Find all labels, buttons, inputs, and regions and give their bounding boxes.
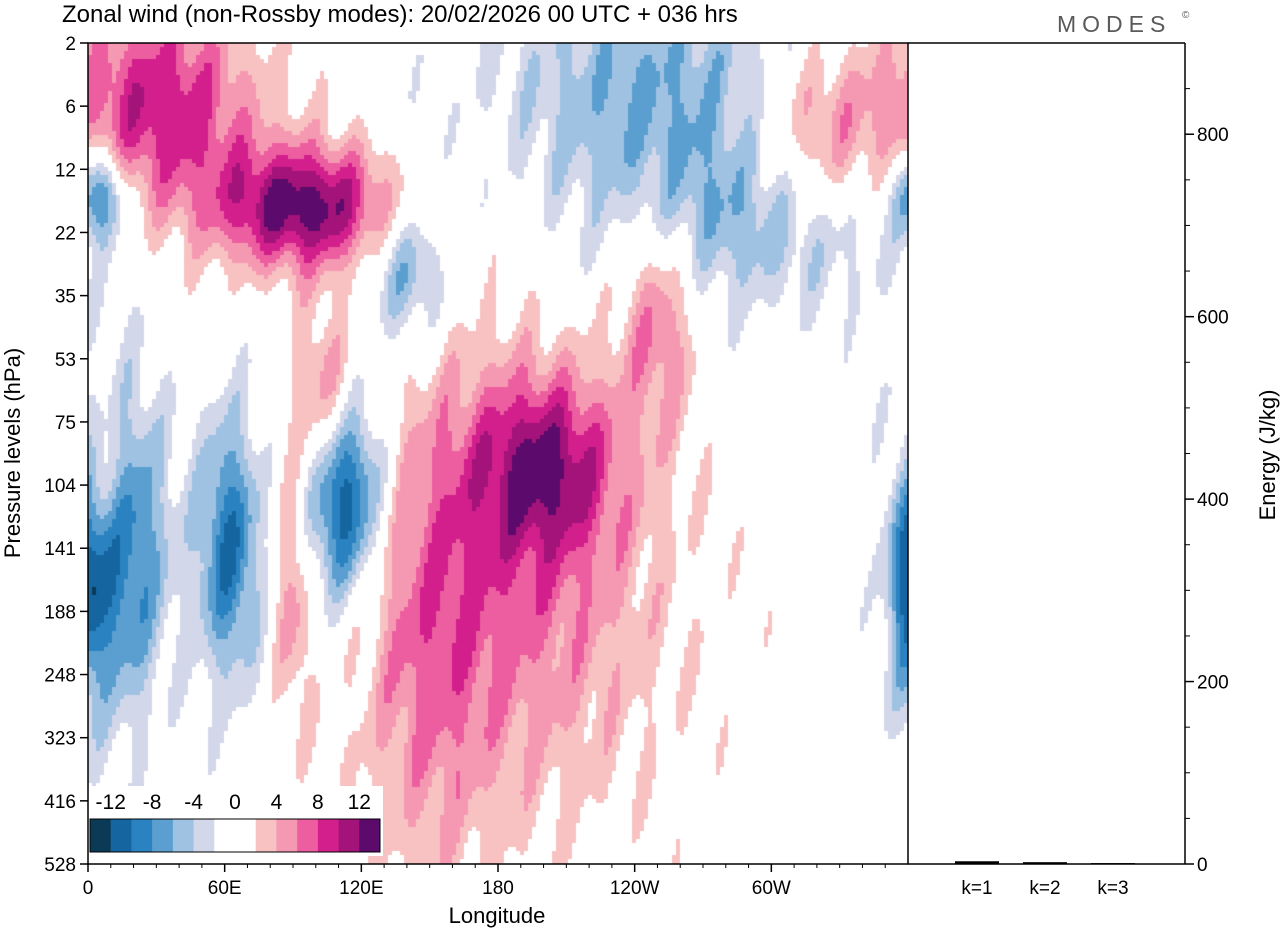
energy-bar [1091, 863, 1135, 865]
colorbar-swatch [131, 819, 153, 852]
energy-category-label: k=3 [1097, 878, 1128, 899]
energy-panel-frame [908, 42, 1186, 865]
y-tick-label: 2 [65, 34, 76, 55]
y-tick-label: 104 [44, 476, 76, 497]
y-tick-label: 75 [55, 413, 76, 434]
colorbar-swatch [214, 819, 236, 852]
energy-tick-label: 600 [1197, 308, 1229, 329]
colorbar-swatch [110, 819, 132, 852]
heatmap-canvas [88, 43, 908, 864]
y-tick-label: 22 [55, 223, 76, 244]
energy-category-label: k=2 [1029, 878, 1060, 899]
colorbar-swatch [152, 819, 174, 852]
energy-axis-label: Energy (J/kg) [1255, 390, 1280, 521]
energy-axis: 0 200 400 600 800 [1185, 88, 1229, 876]
y-axis: 2 6 12 22 35 53 75 104 141 188 248 323 416 528 [44, 34, 88, 876]
colorbar-swatch [90, 819, 112, 852]
energy-bar [955, 861, 999, 864]
colorbar-label: 4 [271, 791, 283, 814]
y-tick-label: 53 [55, 350, 76, 371]
x-tick-label: 60W [752, 878, 791, 899]
colorbar-swatch [317, 819, 340, 852]
y-axis-label: Pressure levels (hPa) [0, 348, 25, 558]
colorbar-label: 8 [312, 791, 324, 814]
y-tick-label: 248 [44, 666, 76, 687]
heatmap-plot-area [88, 43, 908, 864]
x-tick-label: 0 [83, 878, 94, 899]
colorbar-swatch [359, 819, 381, 852]
energy-tick-label: 800 [1197, 125, 1229, 146]
colorbar-label: -4 [184, 791, 203, 814]
y-tick-label: 6 [65, 97, 76, 118]
y-tick-label: 141 [44, 539, 76, 560]
svg-text:MODES: MODES [1057, 11, 1171, 37]
colorbar-label: -8 [143, 791, 162, 814]
colorbar-label: 12 [348, 791, 371, 814]
colorbar-swatch [172, 819, 195, 852]
colorbar-swatch [193, 819, 215, 852]
y-tick-label: 12 [55, 160, 76, 181]
y-tick-label: 323 [44, 729, 76, 750]
y-tick-label: 35 [55, 287, 76, 308]
colorbar-swatch [338, 819, 360, 852]
chart-title: Zonal wind (non-Rossby modes): 20/02/202… [62, 1, 738, 28]
modes-logo: MODES © [1057, 10, 1190, 37]
y-tick-label: 188 [44, 602, 76, 623]
x-tick-label: 60E [208, 878, 242, 899]
energy-tick-label: 0 [1197, 855, 1208, 876]
y-tick-label: 416 [44, 792, 76, 813]
y-tick-label: 528 [44, 855, 76, 876]
colorbar-border [89, 818, 381, 853]
x-tick-label: 180 [482, 878, 514, 899]
colorbar-swatch [297, 819, 319, 852]
colorbar-label: 0 [229, 791, 241, 814]
energy-bars: k=1 k=2 k=3 [955, 861, 1135, 899]
svg-text:©: © [1182, 10, 1190, 21]
colorbar-swatch [235, 819, 257, 852]
colorbar-label: -12 [96, 791, 126, 814]
x-tick-label: 120E [339, 878, 383, 899]
x-axis: 0 60E 120E 180 120W 60W [83, 864, 886, 899]
energy-tick-label: 400 [1197, 490, 1229, 511]
x-tick-label: 120W [610, 878, 660, 899]
energy-bar [1023, 862, 1067, 864]
x-axis-label: Longitude [449, 903, 546, 928]
colorbar-swatch [276, 819, 298, 852]
energy-category-label: k=1 [961, 878, 992, 899]
colorbar-swatch [255, 819, 277, 852]
colorbar: -12 -8 -4 0 4 8 12 [87, 786, 383, 856]
energy-tick-label: 200 [1197, 673, 1229, 694]
